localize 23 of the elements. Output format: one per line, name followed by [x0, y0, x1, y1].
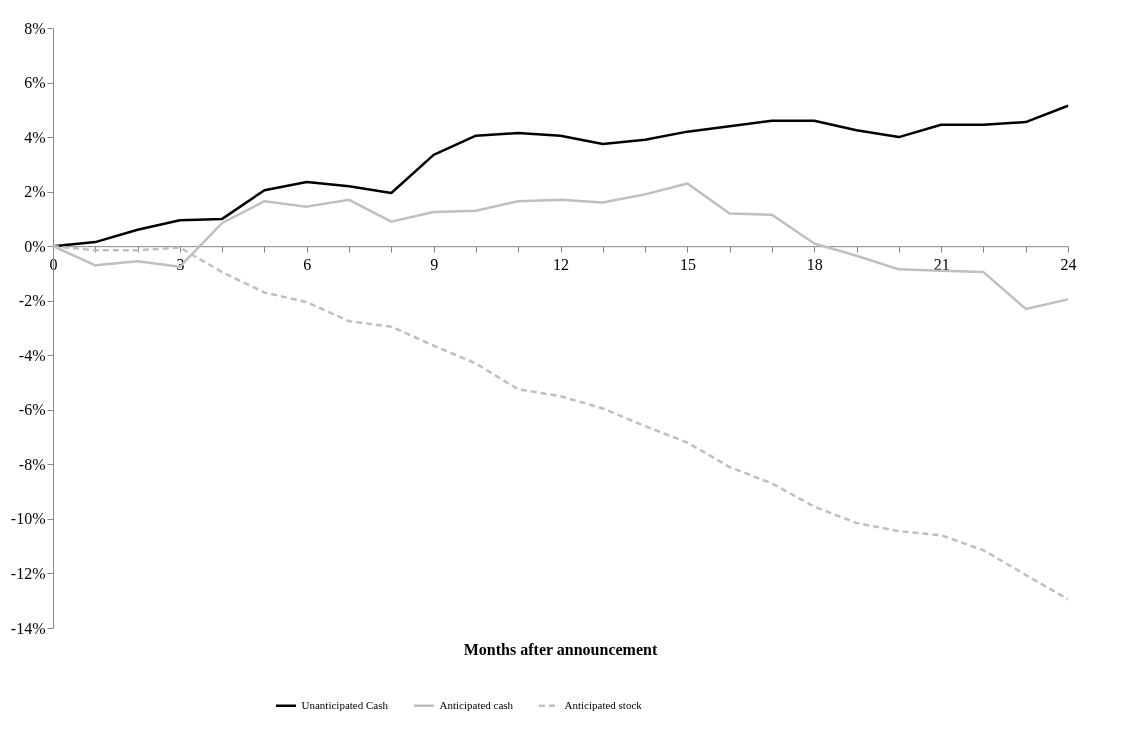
y-tick-label: -12%: [10, 564, 46, 582]
x-tick-label: 6: [303, 255, 312, 273]
y-tick-label: 8%: [24, 19, 46, 37]
y-tick-label: 0%: [24, 237, 46, 255]
x-tick-label: 12: [553, 255, 569, 273]
x-axis-title: Months after announcement: [463, 641, 658, 658]
y-tick-label: 4%: [24, 128, 46, 146]
legend-label: Anticipated stock: [564, 698, 643, 711]
y-tick-label: 6%: [24, 74, 46, 92]
legend-label: Anticipated cash: [439, 698, 514, 711]
x-tick-label: 18: [806, 255, 823, 273]
y-tick-label: -2%: [18, 292, 46, 310]
x-tick-label: 21: [933, 255, 950, 273]
y-tick-label: -4%: [18, 346, 46, 364]
y-tick-label: -8%: [18, 455, 46, 473]
x-tick-label: 15: [679, 255, 696, 273]
y-tick-label: 2%: [24, 183, 46, 201]
x-tick-label: 9: [430, 255, 439, 273]
y-tick-label: -10%: [10, 510, 46, 528]
y-tick-label: -6%: [18, 401, 46, 419]
x-tick-label: 24: [1060, 255, 1077, 273]
legend-label: Unanticipated Cash: [301, 698, 389, 711]
y-tick-label: -14%: [10, 619, 46, 637]
